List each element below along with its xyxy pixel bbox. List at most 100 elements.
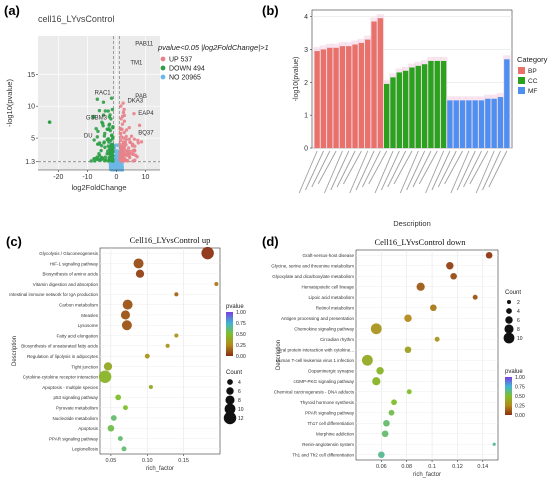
y-tick-label: 10 [27,104,35,111]
point-down [102,134,107,138]
point-down [108,146,112,150]
colorbar-title: pvalue [505,369,523,375]
point-down [97,153,102,158]
bar-description-label [406,150,426,191]
legend-swatch [518,87,525,94]
bar [428,60,434,148]
point-up [133,153,138,157]
point-down [111,150,115,154]
point-down [110,107,115,112]
legend-title: Category [517,55,548,64]
point-down [96,129,100,134]
term-label: Lysosome [78,323,99,328]
term-label: Glycine, serine and threonine metabolism [271,264,354,269]
point-down [111,145,115,150]
term-label: Circadian rhythm [320,337,354,342]
term-dot [404,346,412,354]
bar-description-label [368,150,388,185]
point-up [130,142,135,146]
term-label: Dopaminergic synapse [308,369,354,374]
term-dot [121,320,132,331]
term-label: Hematopoietic cell lineage [301,285,354,290]
size-legend-label: 8 [517,327,520,333]
bar [333,47,339,148]
legend-title: pvalue<0.05 |log2FoldChange|>1 [157,43,269,52]
legend-swatch [518,67,525,74]
point-not-significant [116,165,120,169]
point-up [127,125,131,130]
point-down [103,109,108,113]
bar [358,42,365,148]
point-down [106,137,111,141]
legend-label: CC [528,78,538,85]
point-down [111,126,115,130]
size-legend-dot [225,395,235,405]
term-label: Chemical carcinogenesis - DNA adducts [274,390,355,395]
x-axis-label: log2FoldChange [71,183,126,192]
colorbar-tick-label: 0.00 [515,413,525,419]
x-axis-label: Description [393,219,431,228]
bar-description-label [482,150,501,191]
size-legend-dot [223,411,237,425]
point-not-significant [114,162,118,166]
y-tick-label: 15 [27,72,35,79]
point-down [99,148,103,153]
bar [390,77,396,148]
point-up [119,135,124,139]
term-label: Th17 cell differentiation [308,421,355,426]
point-up [136,141,140,145]
bar-description-label [431,150,451,191]
x-tick-label: -20 [53,174,63,181]
term-dot [110,415,117,421]
point-down [107,126,111,131]
bar-description-label [305,150,324,191]
point-down [105,152,109,156]
bar-description-label [469,150,489,185]
point-down [107,155,111,160]
y-tick-label: 5 [31,136,35,143]
bar [314,51,320,149]
point-down [100,156,105,161]
point-down [103,131,107,136]
point-down [103,155,107,159]
y-tick-label: 1.3 [25,159,35,166]
term-label: Nucleotide metabolism [52,416,98,421]
bar [396,72,403,148]
point-up [122,119,127,123]
point-not-significant [119,166,124,170]
point-down [109,96,114,100]
x-tick-label: 0.14 [477,464,488,470]
point-down [92,138,96,142]
point-up [137,123,142,128]
term-dot [492,442,496,446]
point-down [108,113,112,117]
term-dot [122,299,133,310]
bar [504,59,510,148]
x-axis-label: rich_factor [146,466,174,472]
point-not-significant [109,166,113,170]
point-down [101,124,105,128]
size-legend-label: 6 [517,318,520,324]
bar [377,18,384,149]
x-tick-label: 0.1 [428,464,436,470]
bar [472,100,478,148]
bar-description-label [444,150,463,185]
bar [466,100,472,148]
term-label: p53 signaling pathway [53,395,98,400]
bar [365,39,371,149]
point-down [100,120,104,124]
point-not-significant [111,166,115,170]
term-label: Apoptosis [78,426,99,431]
gene-label: GSBM3 [86,116,108,122]
size-legend-label: 4 [517,309,520,315]
size-legend-label: 12 [238,416,244,422]
point-up [133,158,137,162]
y-tick-label: 3 [304,47,308,54]
point-down [91,114,96,119]
term-dot [376,367,384,375]
point-up [120,122,125,126]
point-down [89,159,93,163]
size-legend-dot [224,403,236,415]
point-down [103,159,107,163]
